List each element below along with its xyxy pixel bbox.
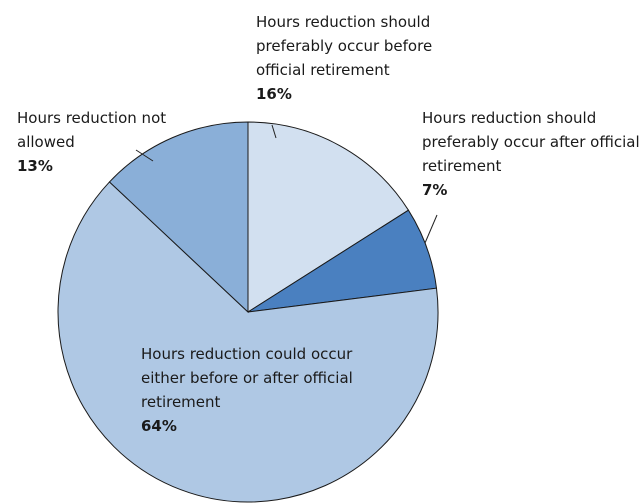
leader-line [271,124,277,139]
pie-slice [108,121,249,314]
category-label: Hours reduction could occur either befor… [141,345,353,411]
leader-line [135,149,154,162]
slice-label: Hours reduction should preferably occur … [256,10,476,106]
pie-slice [247,121,410,313]
value-label: 16% [256,85,292,103]
value-label: 7% [422,181,448,199]
category-label: Hours reduction should preferably occur … [422,109,640,175]
category-label: Hours reduction should preferably occur … [256,13,433,79]
leader-line [424,214,438,244]
value-label: 13% [17,157,53,175]
value-label: 64% [141,417,177,435]
slice-label: Hours reduction should preferably occur … [422,106,640,202]
slice-label: Hours reduction not allowed 13% [17,106,167,178]
slice-label: Hours reduction could occur either befor… [141,342,386,438]
category-label: Hours reduction not allowed [17,109,167,151]
pie-slice [57,181,439,503]
